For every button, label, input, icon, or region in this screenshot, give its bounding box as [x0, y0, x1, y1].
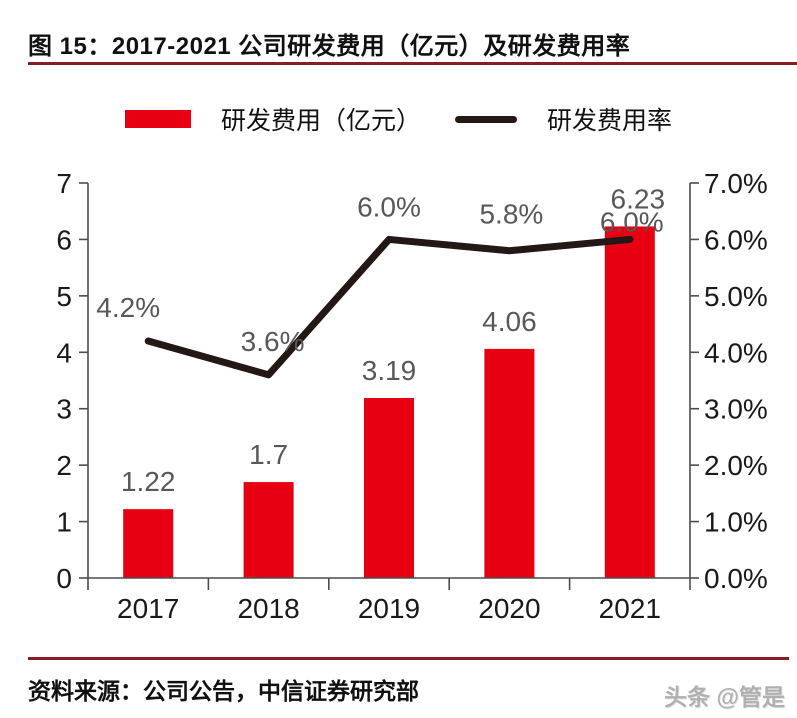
title-underline	[28, 62, 797, 65]
line-value-label: 4.2%	[96, 292, 160, 323]
x-axis-label-2017: 2017	[117, 593, 179, 624]
watermark: 头条 @管是	[664, 684, 785, 710]
chart-canvas: 0 1 2 3 4 5 6 7 0.0% 1.0% 2.0% 3.0% 4.0% 5.0% 6.0% 7.0%…	[56, 168, 768, 624]
bar-series-legend-label: 研发费用（亿元）	[220, 107, 421, 135]
source-note: 资料来源：公司公告，中信证券研究部	[28, 678, 419, 704]
left-axis-tick-label: 4	[56, 337, 72, 368]
bar-value-label: 6.23	[611, 183, 666, 214]
bar-value-label: 1.7	[249, 439, 288, 470]
rate-line	[144, 235, 634, 379]
line-value-label: 6.0%	[600, 206, 664, 237]
bar-value-label: 1.22	[121, 466, 176, 497]
bar-2020	[484, 348, 535, 578]
bar-2019	[364, 397, 414, 578]
bar-2018	[243, 482, 294, 578]
bar-2021	[604, 226, 655, 578]
legend-item-bar-series: 研发费用（亿元）	[124, 101, 421, 137]
right-axis-tick-label: 7.0%	[704, 168, 768, 199]
left-axis-tick-label: 5	[56, 281, 72, 312]
left-axis-tick-label: 3	[56, 394, 72, 425]
line-value-label: 6.0%	[357, 191, 421, 222]
left-axis-tick-label: 1	[56, 507, 72, 538]
right-axis-tick-label: 6.0%	[704, 224, 768, 255]
bar-series-swatch-icon	[124, 110, 191, 128]
bar-value-label: 3.19	[362, 355, 417, 386]
legend: 研发费用（亿元） 研发费用率	[0, 103, 797, 135]
left-axis-tick-label: 2	[56, 450, 72, 481]
line-series-swatch-icon	[455, 115, 517, 123]
bar-2017	[123, 509, 174, 578]
left-axis-tick-label: 6	[56, 224, 72, 255]
line-value-label: 5.8%	[479, 199, 543, 230]
right-axis-tick-label: 3.0%	[704, 394, 768, 425]
figure-title: 图 15：2017-2021 公司研发费用（亿元）及研发费用率	[28, 33, 631, 60]
right-axis-tick-label: 2.0%	[704, 450, 768, 481]
x-axis-label-2020: 2020	[478, 593, 540, 624]
x-axis-label-2019: 2019	[358, 593, 420, 624]
right-axis-tick-label: 5.0%	[704, 281, 768, 312]
footer-rule	[28, 657, 789, 660]
x-axis-label-2021: 2021	[599, 593, 661, 624]
bar-value-label: 4.06	[482, 306, 537, 337]
legend-item-line-series: 研发费用率	[455, 101, 672, 137]
right-axis-tick-label: 4.0%	[704, 337, 768, 368]
x-axis-label-2018: 2018	[237, 593, 299, 624]
right-axis-tick-label: 0.0%	[704, 563, 768, 594]
line-series-legend-label: 研发费用率	[547, 107, 673, 135]
left-axis-tick-label: 7	[56, 168, 72, 199]
left-axis-tick-label: 0	[56, 563, 72, 594]
right-axis-tick-label: 1.0%	[704, 507, 768, 538]
line-value-label: 3.6%	[241, 326, 305, 357]
